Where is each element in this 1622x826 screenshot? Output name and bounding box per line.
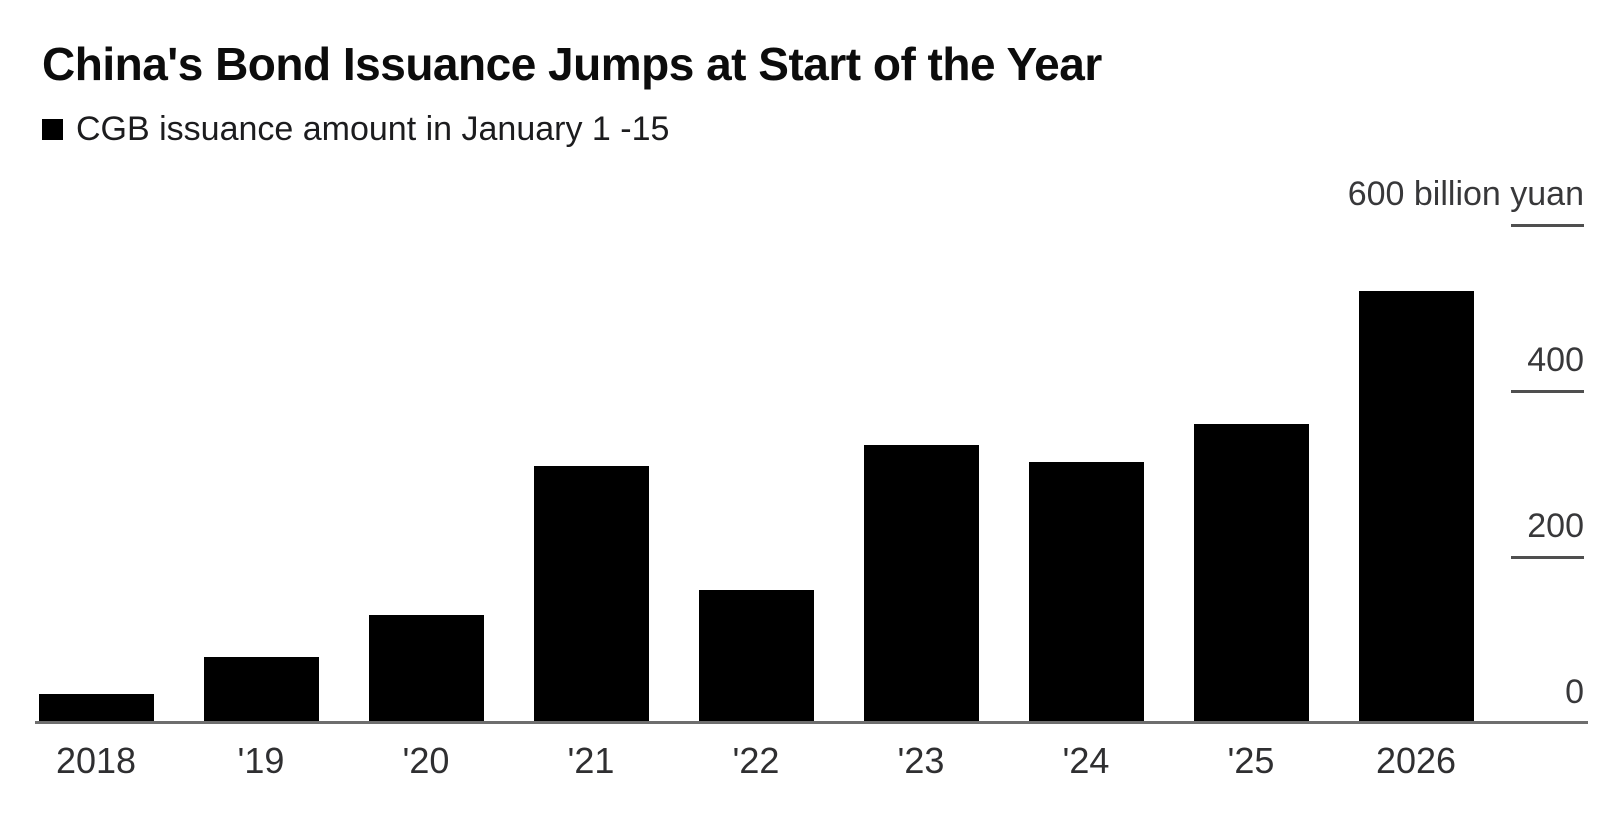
x-tick-label-19: '19 [237,740,285,781]
legend: CGB issuance amount in January 1 -15 [42,110,669,149]
x-tick-label-22: '22 [732,740,780,781]
y-tick-label-600: 600 billion yuan [1347,175,1584,213]
x-tick-label-25: '25 [1227,740,1275,781]
x-tick-label-21: '21 [567,740,615,781]
bar-2018 [38,694,154,723]
bar-23 [863,445,979,723]
bar-22 [698,590,814,723]
bar-19 [203,657,319,723]
y-tick-line-600 [1511,224,1584,227]
x-tick-label-20: '20 [402,740,450,781]
y-tick-line-200 [1511,556,1584,559]
x-axis-line [35,721,1588,724]
y-tick-label-0: 0 [1565,673,1584,711]
chart-title: China's Bond Issuance Jumps at Start of … [42,38,1102,90]
bar-24 [1028,462,1144,723]
bar-21 [533,466,649,723]
x-tick-label-24: '24 [1062,740,1110,781]
bar-25 [1193,424,1309,723]
bar-2026 [1358,291,1474,723]
bar-20 [368,615,484,723]
x-tick-label-2018: 2018 [55,740,137,781]
y-tick-label-200: 200 [1527,507,1584,545]
x-tick-label-2026: 2026 [1375,740,1457,781]
legend-swatch-icon [42,119,63,140]
y-tick-label-400: 400 [1527,341,1584,379]
legend-series-label: CGB issuance amount in January 1 -15 [76,110,670,148]
y-tick-line-400 [1511,390,1584,393]
x-tick-label-23: '23 [897,740,945,781]
